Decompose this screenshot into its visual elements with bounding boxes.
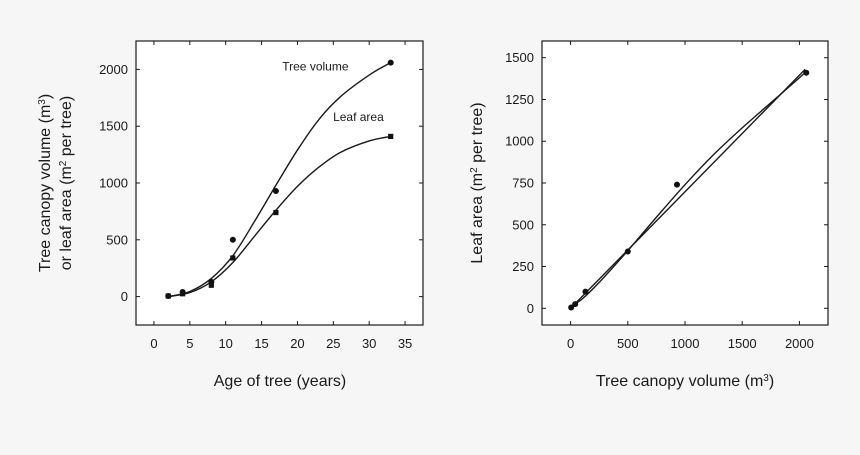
- plot-area-left: [135, 40, 424, 326]
- point-leaf-area: [388, 133, 394, 140]
- x-axis-label-age: Age of tree (years): [214, 373, 347, 390]
- point-leaf-area: [208, 282, 214, 288]
- y-axis-label-left-line2: or leaf area (m2 per tree): [58, 96, 76, 271]
- left-y-tick-label: 0: [121, 289, 128, 304]
- left-x-tick-label: 20: [290, 336, 304, 351]
- left-x-tick-label: 30: [362, 336, 376, 351]
- y-label-line2-sup: 2: [58, 160, 69, 166]
- left-x-tick-label: 0: [150, 336, 157, 351]
- right-y-tick-label: 0: [527, 301, 534, 316]
- right-y-tick-label: 500: [512, 217, 534, 232]
- y-label-line1-main: Tree canopy volume (m: [37, 105, 54, 272]
- y-label-right-tail: per tree): [469, 102, 486, 167]
- y-axis-label-right: Leaf area (m2 per tree): [469, 102, 487, 263]
- plot-area-right: [541, 40, 829, 326]
- annotation-leaf-area: Leaf area: [333, 110, 384, 124]
- right-y-tick-label: 250: [512, 259, 534, 274]
- annotation-tree-volume: Tree volume: [282, 60, 349, 74]
- x-label-tail: ): [769, 373, 774, 390]
- y-label-right-sup: 2: [469, 167, 480, 173]
- point-leaf-area: [165, 293, 171, 299]
- left-y-tick-label: 1500: [99, 119, 128, 134]
- y-label-line2-tail: per tree): [58, 96, 75, 161]
- left-y-tick-label: 2000: [99, 62, 128, 77]
- left-x-tick-label: 5: [186, 336, 193, 351]
- y-axis-label-left-line1: Tree canopy volume (m3): [37, 94, 55, 272]
- point-leaf-area-vs-volume: [568, 304, 575, 311]
- y-label-line2-main: or leaf area (m: [58, 166, 75, 270]
- y-label-line1-tail: ): [37, 94, 54, 99]
- right-axis-ticks: 0 500 1000 1500 2000 0 250 500 750 1000 1250 1500: [505, 41, 828, 351]
- left-data-points: [165, 59, 394, 300]
- point-leaf-area-vs-volume: [803, 69, 810, 76]
- right-y-tick-label: 750: [512, 176, 534, 191]
- point-tree-volume: [387, 59, 394, 66]
- left-x-tick-label: 35: [398, 336, 412, 351]
- right-y-tick-label: 1500: [505, 50, 534, 65]
- point-tree-volume: [229, 236, 236, 243]
- left-y-tick-label: 500: [106, 232, 128, 247]
- chart-age-vs-volume-leaf-area: 0 5 10 15 20 25 30 35 0 500 1000 1500 2000 Tree volu…: [37, 40, 424, 390]
- x-label-main: Tree canopy volume (m: [596, 373, 763, 390]
- fit-curve-tree-volume: [168, 61, 392, 298]
- right-y-tick-label: 1000: [505, 134, 534, 149]
- point-tree-volume: [272, 187, 279, 194]
- left-y-tick-label: 1000: [99, 176, 128, 191]
- fit-line-linear: [570, 68, 806, 309]
- right-data-points: [568, 69, 810, 311]
- left-axis-ticks: 0 5 10 15 20 25 30 35 0 500 1000 1500 2000: [99, 41, 423, 351]
- point-leaf-area-vs-volume: [582, 288, 589, 295]
- left-x-tick-label: 15: [254, 336, 268, 351]
- y-label-line1-sup: 3: [37, 99, 48, 105]
- left-x-tick-label: 10: [218, 336, 232, 351]
- point-leaf-area-vs-volume: [624, 248, 631, 255]
- right-x-tick-label: 0: [567, 336, 574, 351]
- right-x-tick-label: 1000: [671, 336, 700, 351]
- x-label-sup: 3: [763, 373, 769, 384]
- point-leaf-area-vs-volume: [572, 301, 579, 308]
- right-y-tick-label: 1250: [505, 92, 534, 107]
- right-x-tick-label: 1500: [728, 336, 757, 351]
- right-fit-curves: [570, 68, 806, 309]
- right-x-tick-label: 2000: [785, 336, 814, 351]
- y-label-right-main: Leaf area (m: [469, 173, 486, 264]
- left-x-tick-label: 25: [326, 336, 340, 351]
- point-leaf-area: [180, 291, 186, 297]
- point-leaf-area-vs-volume: [673, 181, 680, 188]
- fit-curve-nonlinear: [570, 72, 806, 308]
- point-leaf-area: [273, 209, 279, 216]
- right-x-tick-label: 500: [617, 336, 639, 351]
- point-leaf-area: [230, 255, 236, 261]
- x-axis-label-canopy-volume: Tree canopy volume (m3): [596, 373, 774, 391]
- chart-volume-vs-leaf-area: 0 500 1000 1500 2000 0 250 500 750 1000 1250 1500 T…: [469, 40, 829, 391]
